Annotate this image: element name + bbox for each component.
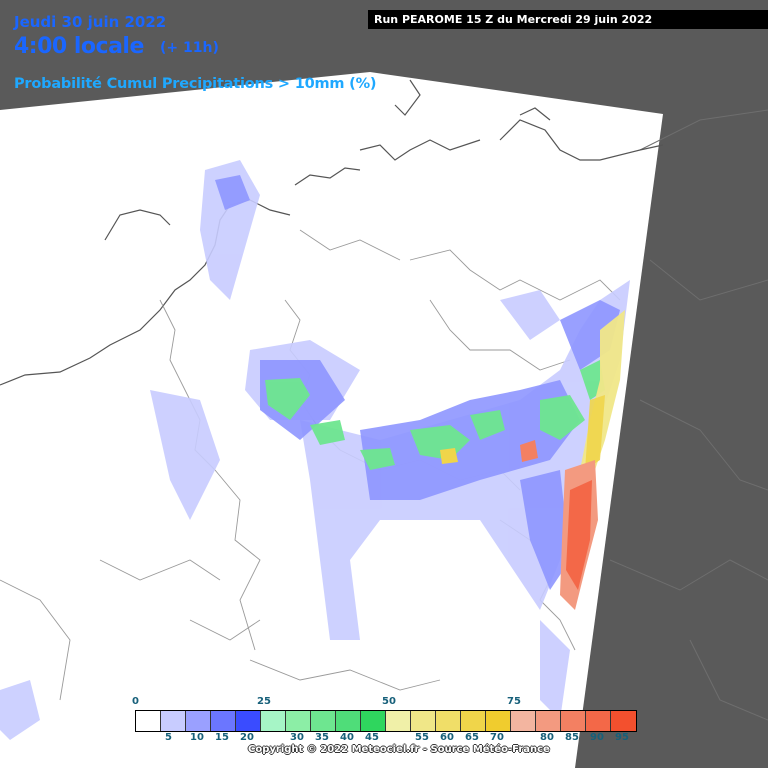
legend-tick-top: 25 <box>257 696 271 707</box>
legend-bar <box>135 710 637 732</box>
color-legend: 0 25 50 75 5 10 15 20 30 35 40 45 55 60 65 70 80 85 90 95 <box>132 696 637 758</box>
legend-tick-bottom: 10 <box>190 732 204 743</box>
legend-swatch <box>411 711 436 731</box>
legend-swatch <box>386 711 411 731</box>
legend-tick-bottom: 60 <box>440 732 454 743</box>
legend-swatch <box>136 711 161 731</box>
legend-tick-top: 50 <box>382 696 396 707</box>
legend-swatch <box>436 711 461 731</box>
coastline <box>0 79 664 386</box>
legend-swatch <box>511 711 536 731</box>
model-domain <box>0 72 663 768</box>
copyright-text: Copyright © 2022 Meteociel.fr - Source M… <box>248 744 550 755</box>
legend-swatch <box>211 711 236 731</box>
legend-swatch <box>361 711 386 731</box>
legend-tick-bottom: 15 <box>215 732 229 743</box>
legend-tick-bottom: 70 <box>490 732 504 743</box>
legend-swatch <box>561 711 586 731</box>
legend-tick-bottom: 5 <box>165 732 172 743</box>
outside-borders <box>609 109 768 721</box>
legend-tick-bottom: 85 <box>565 732 579 743</box>
legend-swatch <box>311 711 336 731</box>
legend-swatch <box>161 711 186 731</box>
legend-tick-bottom: 90 <box>590 732 604 743</box>
legend-swatch <box>286 711 311 731</box>
parameter-title: Probabilité Cumul Precipitations > 10mm … <box>14 76 377 92</box>
legend-swatch <box>186 711 211 731</box>
legend-swatch <box>461 711 486 731</box>
legend-tick-bottom: 45 <box>365 732 379 743</box>
legend-tick-bottom: 20 <box>240 732 254 743</box>
forecast-date: Jeudi 30 juin 2022 <box>14 13 167 31</box>
lead-time: (+ 11h) <box>160 40 219 56</box>
legend-swatch <box>236 711 261 731</box>
forecast-time: 4:00 locale <box>14 34 144 59</box>
legend-tick-top: 75 <box>507 696 521 707</box>
legend-tick-bottom: 30 <box>290 732 304 743</box>
legend-swatch <box>611 711 636 731</box>
legend-tick-bottom: 80 <box>540 732 554 743</box>
precip-field <box>0 160 630 740</box>
legend-swatch <box>536 711 561 731</box>
legend-swatch <box>261 711 286 731</box>
legend-tick-bottom: 65 <box>465 732 479 743</box>
legend-tick-bottom: 40 <box>340 732 354 743</box>
legend-swatch <box>486 711 511 731</box>
legend-swatch <box>336 711 361 731</box>
legend-tick-bottom: 35 <box>315 732 329 743</box>
run-banner: Run PEAROME 15 Z du Mercredi 29 juin 202… <box>368 10 768 29</box>
legend-tick-bottom: 55 <box>415 732 429 743</box>
legend-tick-bottom: 95 <box>615 732 629 743</box>
legend-tick-top: 0 <box>132 696 139 707</box>
legend-swatch <box>586 711 611 731</box>
